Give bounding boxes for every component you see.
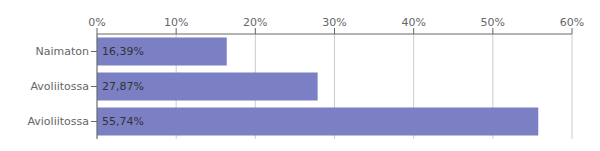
svg-text:Avioliitossa: Avioliitossa xyxy=(27,115,89,128)
svg-text:16,39%: 16,39% xyxy=(102,45,144,58)
svg-text:55,74%: 55,74% xyxy=(102,115,144,128)
svg-text:60%: 60% xyxy=(560,16,584,29)
svg-text:27,87%: 27,87% xyxy=(102,80,144,93)
svg-text:40%: 40% xyxy=(401,16,425,29)
svg-text:20%: 20% xyxy=(243,16,267,29)
svg-text:50%: 50% xyxy=(481,16,505,29)
svg-text:0%: 0% xyxy=(88,16,105,29)
svg-text:Naimaton: Naimaton xyxy=(36,45,90,58)
svg-text:30%: 30% xyxy=(322,16,346,29)
svg-text:10%: 10% xyxy=(164,16,188,29)
svg-text:Avoliitossa: Avoliitossa xyxy=(30,80,89,93)
